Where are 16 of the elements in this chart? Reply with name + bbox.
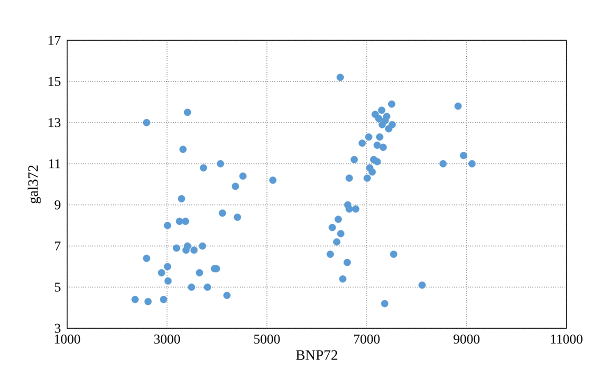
- x-tick-label: 5000: [254, 334, 280, 344]
- x-tick-label: 9000: [454, 334, 480, 344]
- x-tick-label: 1000: [54, 334, 80, 344]
- x-axis-title: BNP72: [296, 350, 338, 360]
- y-tick-label: 11: [49, 159, 60, 168]
- y-tick-label: 13: [48, 118, 60, 128]
- y-axis-title: gal372: [28, 166, 41, 204]
- x-tick-label: 11000: [551, 334, 582, 344]
- y-tick-label: 17: [48, 36, 61, 45]
- x-tick-label: 7000: [354, 334, 380, 344]
- y-tick-label: 7: [55, 242, 61, 251]
- x-tick-label: 3000: [154, 334, 180, 344]
- y-tick-label: 15: [48, 77, 60, 86]
- y-tick-label: 3: [54, 324, 60, 333]
- y-tick-label: 9: [54, 200, 60, 210]
- y-tick-label: 5: [54, 282, 60, 292]
